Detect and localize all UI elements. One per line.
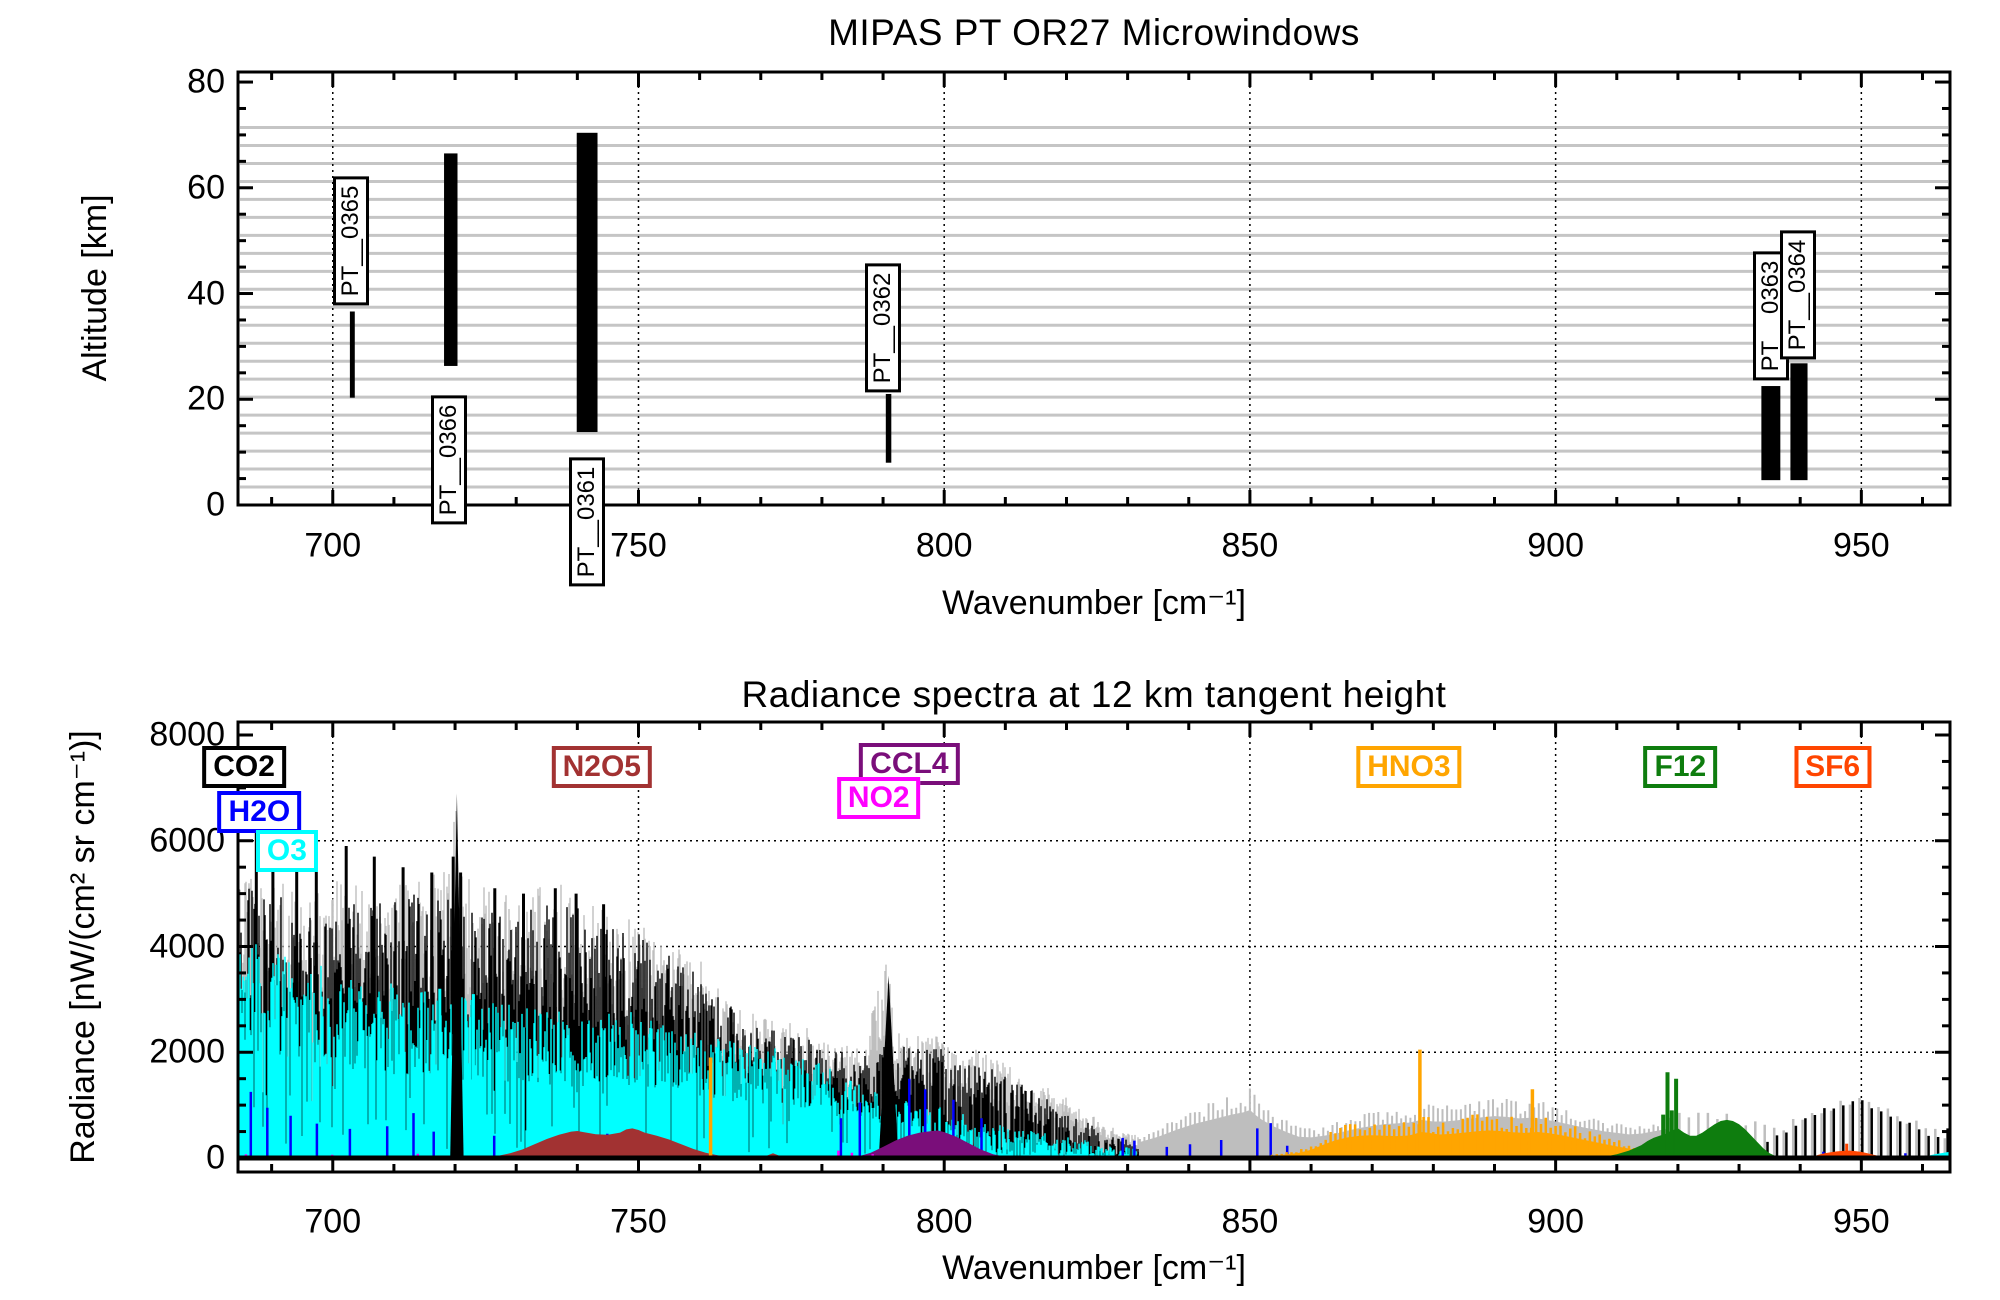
x-tick-label: 800 xyxy=(915,1202,973,1241)
series-ccl4 xyxy=(846,1130,1018,1158)
plot-frame xyxy=(236,70,1952,507)
legend-sf6: SF6 xyxy=(1794,745,1872,788)
x-tick-label: 750 xyxy=(610,526,667,565)
microwindow-label-pt__0366: PT__0366 xyxy=(430,395,467,525)
x-tick-label: 800 xyxy=(915,526,973,565)
band-f12 xyxy=(1592,1119,1782,1158)
legend-hno3: HNO3 xyxy=(1356,745,1462,788)
qbranch-spike xyxy=(878,975,899,1158)
legend-co2: CO2 xyxy=(202,745,286,788)
bottom-axes xyxy=(236,720,1952,1174)
microwindow-bar-pt__0363 xyxy=(1761,386,1781,481)
microwindow-bar-pt__0364 xyxy=(1790,363,1808,481)
y-tick-label: 6000 xyxy=(149,821,225,860)
x-tick-label: 950 xyxy=(1832,1202,1890,1241)
series-n2o5 xyxy=(479,1128,786,1158)
series-f12 xyxy=(1592,1072,1782,1158)
microwindow-label-pt__0362: PT__0362 xyxy=(865,263,902,393)
legend-no2: NO2 xyxy=(836,777,921,820)
band-ccl4 xyxy=(846,1130,1018,1158)
y-tick-label: 2000 xyxy=(149,1032,225,1071)
y-tick-label: 4000 xyxy=(149,927,225,965)
x-tick-label: 850 xyxy=(1221,1202,1279,1241)
microwindow-bar-pt__0366 xyxy=(444,153,458,366)
y-tick-label: 40 xyxy=(187,274,225,313)
microwindow-bar-pt__0362 xyxy=(885,393,892,463)
top-chart-title: MIPAS PT OR27 Microwindows xyxy=(828,12,1360,53)
microwindow-label-pt__0361: PT__0361 xyxy=(568,457,605,587)
x-tick-label: 700 xyxy=(304,526,362,565)
legend-f12: F12 xyxy=(1643,745,1718,788)
legend-n2o5: N2O5 xyxy=(551,745,652,788)
band-n2o5 xyxy=(479,1128,786,1158)
bottom-x-axis-label: Wavenumber [cm⁻¹] xyxy=(942,1249,1246,1287)
x-tick-label: 850 xyxy=(1221,526,1279,565)
x-tick-label: 900 xyxy=(1527,1202,1584,1241)
microwindow-label-pt__0365: PT__0365 xyxy=(332,176,369,306)
y-tick-label: 20 xyxy=(187,379,225,418)
legend-o3: O3 xyxy=(255,830,318,873)
top-axes xyxy=(236,70,1952,507)
x-tick-label: 900 xyxy=(1527,526,1584,565)
microwindows-chart xyxy=(240,74,1948,503)
spikes-f12 xyxy=(1661,1072,1679,1158)
y-tick-label: 80 xyxy=(187,62,225,101)
y-tick-label: 0 xyxy=(206,1138,225,1177)
top-x-axis-label: Wavenumber [cm⁻¹] xyxy=(942,584,1246,622)
x-tick-label: 750 xyxy=(610,1202,667,1241)
radiance-chart xyxy=(238,724,1950,1170)
microwindow-bar-pt__0361 xyxy=(576,132,598,433)
bottom-chart-title: Radiance spectra at 12 km tangent height xyxy=(741,674,1447,715)
microwindow-bar-pt__0365 xyxy=(349,311,355,398)
spikes-hno3 xyxy=(708,1049,1535,1158)
legend-h2o: H2O xyxy=(217,790,302,833)
spectra-series xyxy=(238,793,1950,1159)
x-tick-label: 950 xyxy=(1832,526,1890,565)
microwindow-label-pt__0364: PT__0364 xyxy=(1780,230,1817,359)
y-tick-label: 60 xyxy=(187,168,225,207)
y-tick-label: 0 xyxy=(206,485,225,524)
qbranch-spike xyxy=(450,793,464,1158)
series-co2-qbranch xyxy=(450,793,899,1158)
x-tick-label: 700 xyxy=(304,1202,362,1241)
